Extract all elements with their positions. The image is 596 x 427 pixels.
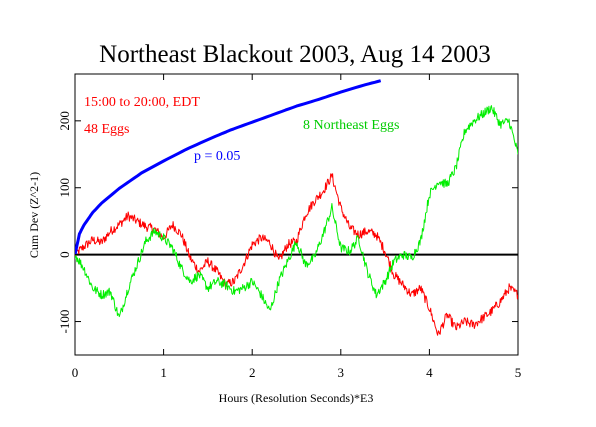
series-northeast-eggs-line — [75, 105, 518, 318]
series-layer — [75, 79, 518, 336]
y-tick-label: 200 — [57, 111, 72, 131]
x-tick-label: 2 — [249, 365, 256, 380]
annotation-time-range: 15:00 to 20:00, EDT — [84, 95, 200, 110]
annotation-northeast-eggs: 8 Northeast Eggs — [303, 118, 399, 133]
x-axis-title: Hours (Resolution Seconds)*E3 — [219, 391, 374, 405]
x-tick-label: 5 — [515, 365, 522, 380]
annotation-48-eggs: 48 Eggs — [84, 122, 130, 137]
series-p005-envelope-line — [75, 79, 382, 255]
y-axis: -100 0 100 200 — [57, 111, 518, 333]
y-tick-label: 0 — [57, 251, 72, 258]
x-tick-label: 0 — [72, 365, 79, 380]
annotation-p-value: p = 0.05 — [194, 149, 240, 164]
plot-frame — [74, 73, 519, 356]
chart-title: Northeast Blackout 2003, Aug 14 2003 — [99, 41, 491, 68]
y-tick-label: 100 — [57, 178, 72, 198]
x-tick-label: 3 — [338, 365, 345, 380]
x-tick-label: 4 — [426, 365, 433, 380]
series-48-eggs-line — [75, 173, 518, 336]
x-axis: 0 1 2 3 4 5 — [72, 74, 522, 380]
y-tick-label: -100 — [57, 310, 72, 334]
x-tick-label: 1 — [160, 365, 167, 380]
y-axis-title: Cum Dev (Z^2-1) — [27, 172, 41, 258]
